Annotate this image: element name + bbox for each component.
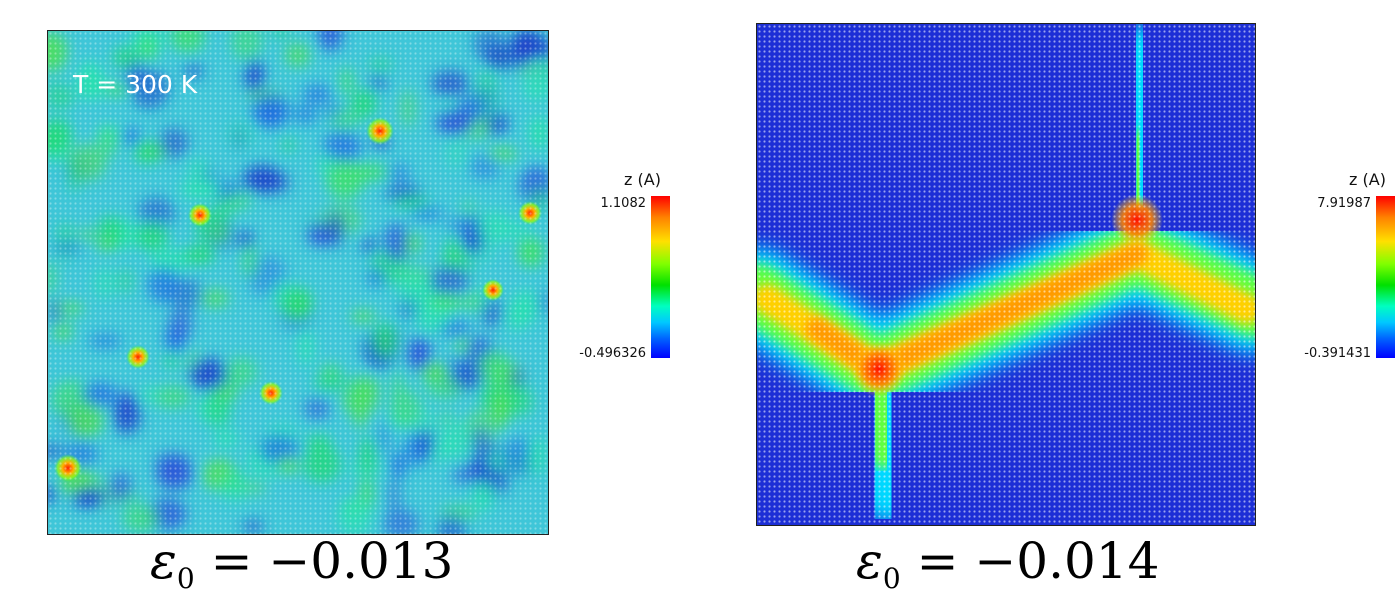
caption-right-subscript: 0 xyxy=(882,562,901,595)
colorbar-left-title: z (A) xyxy=(624,170,661,189)
height-map-right xyxy=(756,23,1256,526)
temperature-label: T = 300 K xyxy=(73,70,198,99)
caption-right-symbol: ε xyxy=(856,532,883,590)
colorbar-right-min: -0.391431 xyxy=(1304,346,1371,361)
caption-right-value: = −0.014 xyxy=(916,532,1160,590)
colorbar-right-gradient xyxy=(1376,196,1395,358)
colorbar-left-min: -0.496326 xyxy=(579,346,646,361)
colorbar-left: z (A) 1.1082 -0.496326 xyxy=(550,168,670,378)
colorbar-right-title: z (A) xyxy=(1349,170,1386,189)
caption-left-value: = −0.013 xyxy=(210,532,454,590)
caption-right: ε0 = −0.014 xyxy=(856,536,1159,593)
colorbar-right-max: 7.91987 xyxy=(1317,196,1371,211)
height-map-left-image xyxy=(48,31,548,534)
caption-left-subscript: 0 xyxy=(176,562,195,595)
colorbar-left-gradient xyxy=(651,196,670,358)
height-map-left xyxy=(47,30,549,535)
caption-left: ε0 = −0.013 xyxy=(150,536,453,593)
colorbar-right: z (A) 7.91987 -0.391431 xyxy=(1275,168,1395,378)
caption-left-symbol: ε xyxy=(150,532,177,590)
height-map-right-image xyxy=(757,24,1255,525)
colorbar-left-max: 1.1082 xyxy=(600,196,647,211)
